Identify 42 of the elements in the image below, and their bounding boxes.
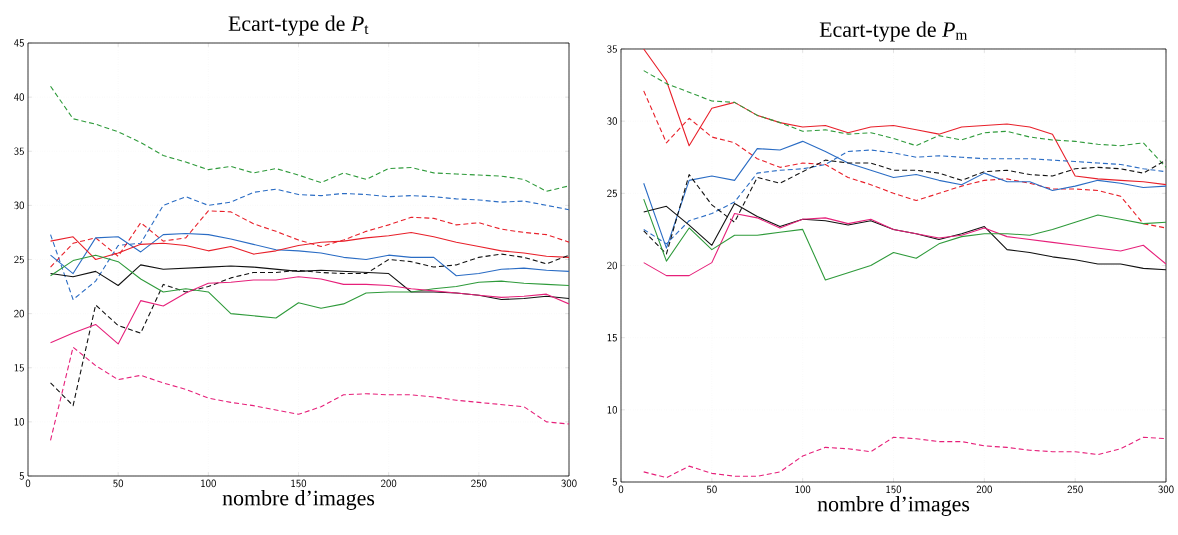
y-tick-label: 30 [607, 117, 618, 125]
line-series [49, 276, 569, 345]
x-tick-label: 250 [471, 479, 487, 488]
x-axis-title: nombre d’images [817, 496, 970, 516]
x-tick-label: 300 [561, 479, 577, 488]
x-tick-label: 200 [976, 485, 992, 494]
chart-title: Ecart-type de P$_{m}$ [819, 21, 968, 42]
line-series [49, 210, 569, 268]
x-tick-label: 50 [706, 485, 717, 494]
y-tick-label: 5 [19, 472, 24, 480]
x-tick-label: 250 [1067, 485, 1083, 494]
y-tick-label: 35 [607, 45, 617, 53]
x-tick-label: 100 [795, 485, 811, 494]
line-series [49, 253, 569, 407]
line-series [49, 85, 569, 192]
chart-title: Ecart-type de P$_{t}$ [228, 15, 369, 36]
x-axis-title: nombre d’images [222, 490, 375, 510]
x-tick-label: 50 [113, 479, 124, 488]
line-series [643, 70, 1167, 168]
y-tick-label: 25 [607, 189, 617, 198]
y-tick-label: 15 [14, 363, 24, 372]
x-tick-label: 150 [886, 485, 902, 494]
y-tick-label: 25 [14, 255, 24, 264]
y-tick-label: 5 [612, 478, 617, 486]
x-tick-label: 100 [201, 479, 216, 488]
y-tick-label: 35 [14, 147, 24, 156]
line-series [643, 198, 1167, 281]
x-tick-label: 200 [381, 479, 397, 488]
y-tick-label: 30 [14, 201, 25, 210]
x-tick-label: 0 [25, 479, 31, 488]
line-series [643, 436, 1167, 479]
y-tick-label: 20 [14, 309, 25, 318]
y-tick-label: 10 [607, 406, 618, 414]
line-series [49, 188, 569, 301]
x-tick-label: 0 [618, 485, 624, 494]
y-tick-label: 40 [14, 93, 25, 101]
y-tick-label: 10 [14, 418, 25, 426]
x-tick-label: 300 [1158, 485, 1174, 494]
y-tick-label: 20 [607, 261, 618, 270]
y-tick-label: 45 [14, 39, 24, 47]
y-tick-label: 15 [607, 333, 617, 342]
x-tick-label: 150 [291, 479, 307, 488]
